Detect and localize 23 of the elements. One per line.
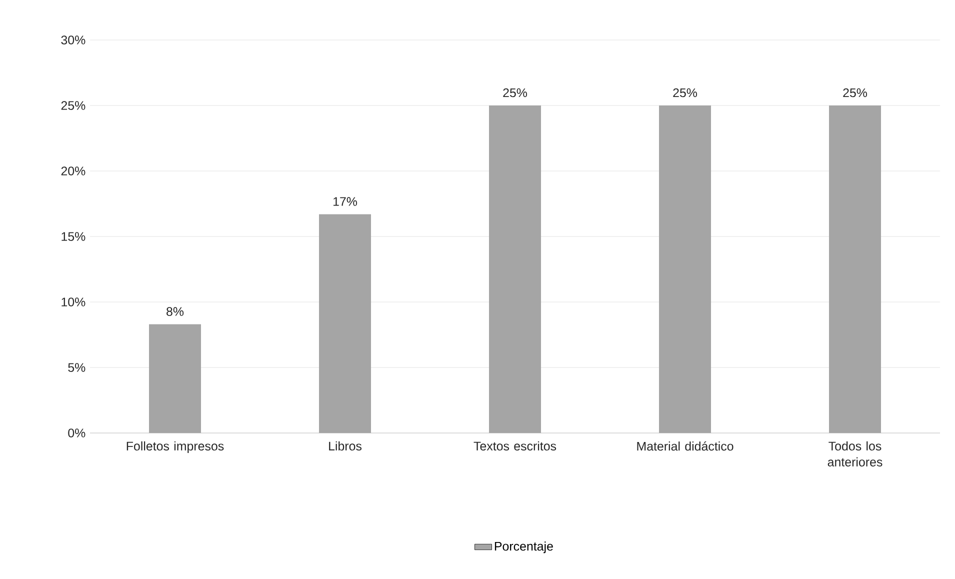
data-label: 25% (673, 88, 698, 98)
bar (489, 106, 542, 434)
data-label: 17% (333, 197, 358, 206)
x-tick-label: Textos escritos (474, 441, 556, 450)
data-label: 25% (843, 88, 868, 98)
data-label: 25% (503, 88, 528, 98)
x-tick-label: Libros (329, 441, 362, 450)
x-tick-label: Material didáctico (637, 441, 734, 451)
y-tick-label: 0% (68, 428, 86, 438)
y-tick-label: 5% (68, 363, 86, 372)
y-tick-label: 15% (62, 232, 86, 241)
bar (149, 324, 201, 434)
y-tick-label: 25% (61, 101, 86, 110)
bar (829, 106, 882, 434)
y-tick-label: 30% (61, 36, 86, 44)
bar (659, 106, 712, 434)
data-label: 8% (166, 307, 184, 316)
bar (319, 214, 372, 434)
x-tick-label: Folletos impresos (126, 441, 224, 453)
y-tick-label: 10% (62, 298, 86, 306)
legend-label: Porcentaje (494, 542, 553, 554)
x-tick-label: Todos los anteriores (828, 441, 882, 466)
y-tick-label: 20% (61, 166, 86, 176)
